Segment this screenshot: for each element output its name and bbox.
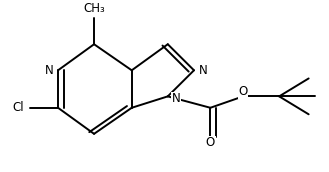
Text: O: O bbox=[239, 85, 248, 98]
Text: CH₃: CH₃ bbox=[83, 2, 105, 15]
Text: O: O bbox=[206, 136, 215, 149]
Text: N: N bbox=[199, 64, 208, 77]
Text: N: N bbox=[44, 64, 53, 77]
Text: Cl: Cl bbox=[12, 101, 24, 114]
Text: N: N bbox=[172, 92, 180, 105]
